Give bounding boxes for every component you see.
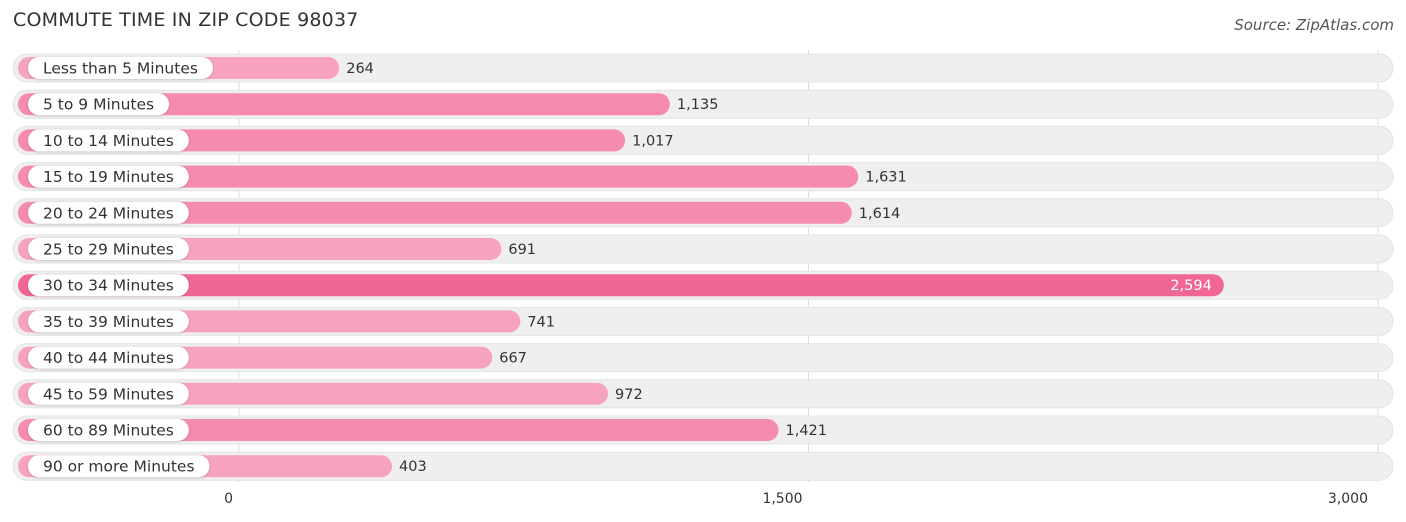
category-pill [28,201,189,224]
category-label: 35 to 39 Minutes [43,313,174,331]
value-label: 264 [346,61,374,77]
bar-row: 25 to 29 Minutes 691 [12,234,1394,264]
value-label: 972 [615,387,643,403]
category-pill [28,274,189,297]
bar-row: 5 to 9 Minutes 1,135 [12,89,1394,119]
bar-track [12,53,1394,83]
category-label: 5 to 9 Minutes [43,96,154,114]
category-label: 45 to 59 Minutes [43,385,174,403]
category-label: 40 to 44 Minutes [43,349,174,367]
bar-row: 45 to 59 Minutes 972 [12,379,1394,409]
category-label: 20 to 24 Minutes [43,204,174,222]
category-label: 10 to 14 Minutes [43,132,174,150]
category-pill [28,165,189,188]
category-label: 30 to 34 Minutes [43,277,174,295]
bar-row: 35 to 39 Minutes 741 [12,306,1394,336]
bar [18,274,1224,297]
value-label: 403 [399,459,427,475]
category-pill [28,419,189,441]
bar [18,419,779,441]
value-label: 1,017 [632,133,674,149]
bar [18,93,670,116]
bar-row: Less than 5 Minutes 264 [12,53,1394,83]
value-label: 1,631 [865,170,907,186]
category-pill [28,310,189,333]
category-pill [28,129,189,152]
category-label: Less than 5 Minutes [43,60,198,78]
value-label: 1,421 [786,423,828,439]
value-label: 691 [508,242,536,258]
bar-row: 40 to 44 Minutes 667 [12,343,1394,373]
bar-row: 10 to 14 Minutes 1,017 [12,125,1394,155]
category-pill [28,346,189,369]
category-label: 60 to 89 Minutes [43,422,174,440]
bar-row: 60 to 89 Minutes 1,421 [12,415,1394,445]
bar-row: 20 to 24 Minutes 1,614 [12,198,1394,228]
category-pill [28,238,189,260]
bar-row: 90 or more Minutes 403 [12,451,1394,481]
bar [18,165,859,188]
category-label: 15 to 19 Minutes [43,168,174,186]
value-label: 741 [527,314,555,330]
category-pill [28,455,210,478]
bar-rows: Less than 5 Minutes 264 5 to 9 Minutes 1,13… [12,53,1394,481]
category-pill [28,382,189,405]
chart-title: COMMUTE TIME IN ZIP CODE 98037 [13,9,359,31]
bar [18,201,852,224]
category-pill [28,93,170,116]
category-label: 90 or more Minutes [43,458,195,476]
x-tick-label: 0 [224,491,233,507]
category-label: 25 to 29 Minutes [43,241,174,259]
x-tick-label: 3,000 [1328,491,1368,507]
chart-source: Source: ZipAtlas.com [1234,16,1394,34]
x-axis: 0 1,500 3,000 [224,491,1368,507]
value-label: 1,135 [677,97,719,113]
bar-row: 15 to 19 Minutes 1,631 [12,162,1394,192]
category-pill [28,57,213,79]
x-tick-label: 1,500 [762,491,802,507]
value-label: 1,614 [859,206,901,222]
grid-lines [238,50,1379,482]
value-label: 2,594 [1170,278,1212,294]
value-label: 667 [499,351,527,367]
bar-row: 30 to 34 Minutes 2,594 [12,270,1394,300]
